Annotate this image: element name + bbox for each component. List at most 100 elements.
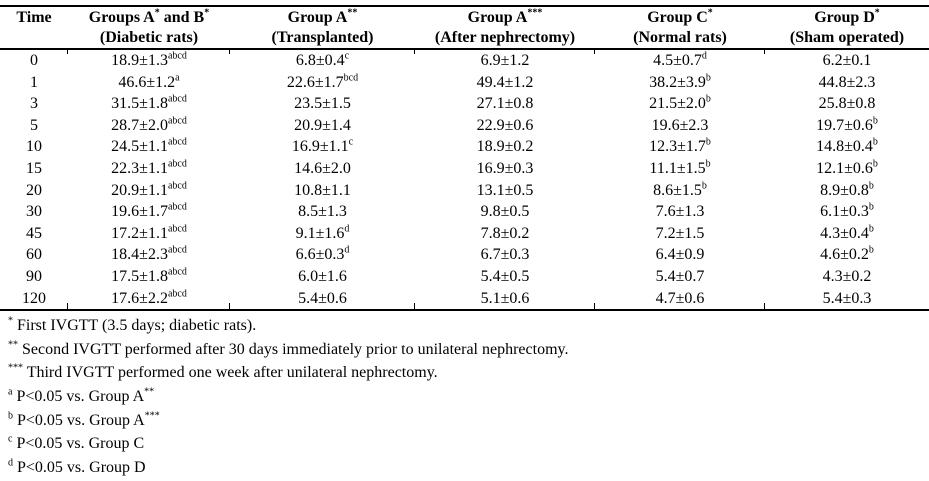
- time-cell: 120: [0, 287, 68, 312]
- column-header-time: Time: [0, 6, 68, 53]
- value-cell: 7.2±1.5: [655, 224, 705, 242]
- value-cell: 9.1±1.6d: [295, 223, 350, 242]
- value-cell: 31.5±1.8abcd: [111, 93, 187, 113]
- value-cell: 4.6±0.2b: [820, 245, 874, 264]
- column-subtitle: (Sham operated): [789, 29, 905, 46]
- time-cell: 5: [30, 116, 38, 134]
- value-cell: 8.9±0.8b: [820, 180, 874, 199]
- value-cell: 4.7±0.6: [595, 287, 765, 312]
- column-subtitle: (Diabetic rats): [99, 29, 199, 46]
- superscript-marker: **: [144, 386, 155, 398]
- significance-superscript: abcd: [167, 158, 187, 170]
- significance-superscript: abcd: [167, 245, 187, 257]
- superscript-marker: *: [8, 315, 13, 327]
- value-cell: 6.1±0.3b: [820, 201, 874, 221]
- superscript-marker: ***: [8, 362, 23, 374]
- significance-superscript: b: [868, 245, 874, 257]
- table-row: 20 20.9±1.1abcd 10.8±1.1 13.1±0.5 8.6±1.5b 8.…: [0, 180, 929, 202]
- footnote: ** Second IVGTT performed after 30 days …: [8, 339, 569, 358]
- significance-superscript: b: [872, 115, 878, 127]
- superscript-marker: a: [8, 386, 13, 398]
- value-cell: 44.8±2.3: [818, 73, 876, 91]
- value-cell: 5.4±0.6: [230, 287, 415, 312]
- column-header-group-d: Group D* (Sham operated): [765, 6, 929, 50]
- footnote: c P<0.05 vs. Group C: [8, 433, 145, 453]
- value-cell: 4.3±0.2: [822, 267, 872, 285]
- value-cell: 13.1±0.5: [476, 181, 534, 199]
- superscript-marker: *: [204, 7, 210, 19]
- column-subtitle: (Transplanted): [271, 29, 374, 46]
- table-row: 30 19.6±1.7abcd 8.5±1.3 9.8±0.5 7.6±1.3 6.1±0…: [0, 201, 929, 223]
- superscript-marker: *: [707, 7, 713, 19]
- value-cell: 17.2±1.1abcd: [111, 223, 187, 242]
- value-cell: 6.6±0.3d: [295, 245, 350, 264]
- superscript-marker: ***: [527, 7, 543, 19]
- footnotes: * First IVGTT (3.5 days; diabetic rats).…: [0, 314, 929, 479]
- column-title: Time: [16, 9, 52, 26]
- table-row: 10 24.5±1.1abcd 16.9±1.1c 18.9±0.2 12.3±1.7b…: [0, 136, 929, 158]
- superscript-marker: *: [874, 7, 880, 19]
- value-cell: 6.8±0.4c: [295, 50, 350, 69]
- value-cell: 9.8±0.5: [480, 203, 530, 221]
- column-title: Group A***: [467, 7, 543, 26]
- significance-superscript: abcd: [167, 288, 187, 300]
- footnote: b P<0.05 vs. Group A***: [8, 410, 160, 429]
- value-cell: 25.8±0.8: [818, 95, 876, 113]
- table-row: 90 17.5±1.8abcd 6.0±1.6 5.4±0.5 5.4±0.7 4.3±0…: [0, 266, 929, 288]
- column-header-group-a-nephrectomy: Group A*** (After nephrectomy): [415, 6, 595, 53]
- time-cell: 60: [26, 246, 42, 264]
- value-cell: 5.4±0.5: [480, 267, 530, 285]
- value-cell: 17.6±2.2abcd: [68, 287, 230, 312]
- significance-superscript: d: [344, 245, 350, 257]
- significance-superscript: b: [705, 72, 711, 84]
- value-cell: 12.3±1.7b: [649, 137, 711, 156]
- value-cell: 21.5±2.0b: [649, 93, 711, 113]
- value-cell: 6.7±0.3: [480, 246, 530, 264]
- table-header: Time Groups A* and B* (Diabetic rats) Gr…: [0, 6, 929, 53]
- superscript-marker: **: [8, 339, 18, 351]
- column-header-group-a-transplanted: Group A** (Transplanted): [230, 6, 415, 53]
- footnote: *** Third IVGTT performed one week after…: [8, 362, 438, 382]
- value-cell: 14.6±2.0: [294, 159, 351, 177]
- column-subtitle: (After nephrectomy): [434, 29, 576, 46]
- column-header-group-c: Group C* (Normal rats): [595, 6, 765, 53]
- value-cell: 11.1±1.5b: [649, 158, 711, 177]
- significance-superscript: b: [705, 137, 711, 149]
- value-cell: 16.9±1.1c: [291, 137, 354, 156]
- significance-superscript: b: [868, 201, 874, 213]
- table-row: 45 17.2±1.1abcd 9.1±1.6d 7.8±0.2 7.2±1.5 4.3±…: [0, 223, 929, 245]
- value-cell: 5.4±0.7: [655, 267, 705, 285]
- value-cell: 46.6±1.2a: [118, 72, 180, 91]
- significance-superscript: b: [872, 137, 878, 149]
- table-row: 120 17.6±2.2abcd 5.4±0.6 5.1±0.6 4.7±0.6 5.4±…: [0, 287, 929, 312]
- value-cell: 49.4±1.2: [476, 73, 534, 91]
- time-cell: 10: [26, 138, 42, 156]
- significance-superscript: abcd: [167, 115, 187, 127]
- significance-superscript: d: [701, 50, 707, 62]
- significance-superscript: abcd: [167, 137, 187, 149]
- value-cell: 4.3±0.4b: [820, 223, 874, 242]
- value-cell: 6.2±0.1: [822, 52, 872, 69]
- table-row: 60 18.4±2.3abcd 6.6±0.3d 6.7±0.3 6.4±0.9 4.6±…: [0, 244, 929, 266]
- value-cell: 12.1±0.6b: [816, 158, 878, 177]
- superscript-marker: d: [8, 457, 13, 469]
- column-subtitle: [0, 28, 68, 48]
- time-cell: 20: [26, 181, 42, 199]
- significance-superscript: d: [344, 223, 350, 235]
- significance-superscript: c: [348, 137, 354, 149]
- value-cell: 17.5±1.8abcd: [111, 266, 187, 285]
- value-cell: 38.2±3.9b: [649, 72, 711, 91]
- column-subtitle: (Normal rats): [633, 29, 727, 46]
- value-cell: 22.9±0.6: [476, 116, 534, 134]
- value-cell: 19.7±0.6b: [816, 115, 878, 134]
- table-row: 3 31.5±1.8abcd 23.5±1.5 27.1±0.8 21.5±2.0b 25…: [0, 93, 929, 115]
- column-header-groups-a-b: Groups A* and B* (Diabetic rats): [68, 6, 230, 53]
- table-row: 15 22.3±1.1abcd 14.6±2.0 16.9±0.3 11.1±1.5b 1…: [0, 158, 929, 180]
- value-cell: 8.5±1.3: [298, 203, 347, 221]
- value-cell: 20.9±1.4: [294, 116, 351, 134]
- significance-superscript: abcd: [167, 201, 187, 213]
- superscript-marker: b: [8, 410, 13, 422]
- footnote: d P<0.05 vs. Group D: [8, 457, 146, 476]
- value-cell: 27.1±0.8: [476, 95, 534, 113]
- value-cell: 19.6±1.7abcd: [111, 201, 187, 221]
